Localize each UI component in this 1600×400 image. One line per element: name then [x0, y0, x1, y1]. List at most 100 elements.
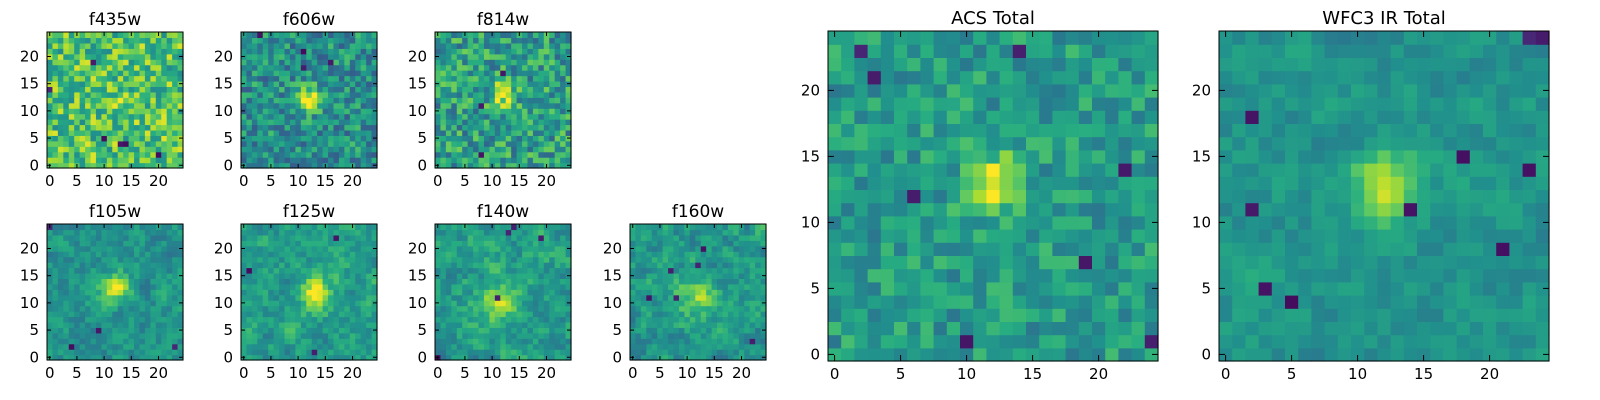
heatmap-cell	[63, 119, 70, 126]
heatmap-cell	[522, 135, 529, 142]
heatmap-cell	[505, 48, 512, 55]
heatmap-cell	[85, 42, 92, 49]
heatmap-cell	[257, 64, 264, 71]
heatmap-cell	[95, 289, 102, 296]
heatmap-cell	[106, 75, 113, 82]
heatmap-cell	[328, 48, 335, 55]
heatmap-cell	[47, 140, 54, 147]
heatmap-cell	[1012, 295, 1027, 309]
heatmap-cell	[483, 321, 490, 328]
heatmap-cell	[155, 124, 162, 131]
heatmap-cell	[880, 281, 895, 296]
heatmap-cell	[246, 146, 253, 153]
heatmap-cell	[532, 42, 539, 49]
heatmap-cell	[273, 124, 280, 131]
heatmap-cell	[538, 311, 545, 318]
heatmap-cell	[467, 338, 474, 345]
heatmap-cell	[52, 300, 59, 307]
panel-title: f125w	[283, 202, 335, 222]
heatmap-cell	[538, 32, 545, 39]
heatmap-cell	[700, 256, 707, 263]
heatmap-cell	[79, 224, 86, 231]
heatmap-cell	[150, 86, 157, 93]
heatmap-cell	[1118, 215, 1133, 230]
heatmap-cell	[500, 294, 507, 301]
heatmap-cell	[478, 321, 485, 328]
heatmap-cell	[511, 262, 518, 269]
heatmap-cell	[678, 278, 685, 285]
heatmap-cell	[516, 75, 523, 82]
heatmap-cell	[717, 311, 724, 318]
heatmap-cell	[700, 283, 707, 290]
heatmap-cell	[95, 332, 102, 339]
heatmap-cell	[300, 305, 307, 312]
heatmap-cell	[106, 289, 113, 296]
heatmap-cell	[241, 129, 248, 136]
heatmap-cell	[123, 146, 130, 153]
heatmap-cell	[689, 316, 696, 323]
heatmap-cell	[268, 64, 275, 71]
heatmap-cell	[366, 102, 373, 109]
heatmap-cell	[155, 294, 162, 301]
heatmap-cell	[445, 272, 452, 279]
heatmap-cell	[1026, 189, 1040, 204]
heatmap-cell	[123, 157, 130, 164]
heatmap-cell	[251, 86, 258, 93]
heatmap-cell	[689, 267, 696, 274]
heatmap-cell	[880, 255, 895, 270]
heatmap-cell	[500, 75, 507, 82]
heatmap-cell	[722, 251, 729, 258]
heatmap-cell	[360, 224, 367, 231]
heatmap-cell	[440, 224, 447, 231]
heatmap-cell	[543, 97, 550, 104]
heatmap-cell	[483, 140, 490, 147]
heatmap-cell	[532, 75, 539, 82]
heatmap-cell	[328, 316, 335, 323]
heatmap-cell	[123, 338, 130, 345]
heatmap-cell	[360, 229, 367, 236]
heatmap-cell	[500, 42, 507, 49]
heatmap-cell	[532, 240, 539, 247]
heatmap-cell	[1065, 295, 1080, 309]
heatmap-cell	[828, 268, 842, 283]
heatmap-cell	[717, 256, 724, 263]
heatmap-cell	[311, 140, 318, 147]
heatmap-cell	[328, 80, 335, 87]
heatmap-cell	[973, 268, 987, 283]
heatmap-cell	[268, 91, 275, 98]
heatmap-cell	[177, 37, 184, 44]
heatmap-cell	[273, 75, 280, 82]
heatmap-cell	[52, 32, 59, 39]
heatmap-cell	[90, 135, 97, 142]
heatmap-cell	[733, 321, 740, 328]
heatmap-cell	[85, 224, 92, 231]
heatmap-cell	[177, 48, 184, 55]
heatmap-cell	[483, 64, 490, 71]
heatmap-cell	[317, 256, 324, 263]
heatmap-cell	[112, 300, 119, 307]
y-tick-label: 5	[417, 321, 427, 339]
heatmap-cell	[554, 37, 561, 44]
heatmap-cell	[366, 229, 373, 236]
heatmap-cell	[527, 113, 534, 120]
heatmap-cell	[554, 129, 561, 136]
heatmap-cell	[1092, 281, 1106, 296]
heatmap-cell	[673, 234, 680, 241]
heatmap-cell	[284, 37, 291, 44]
heatmap-cell	[317, 135, 324, 142]
heatmap-cell	[538, 97, 545, 104]
heatmap-cell	[451, 157, 458, 164]
heatmap-cell	[483, 256, 490, 263]
heatmap-cell	[311, 162, 318, 169]
heatmap-cell	[478, 146, 485, 153]
heatmap-cell	[106, 305, 113, 312]
heatmap-cell	[117, 42, 124, 49]
heatmap-cell	[68, 245, 75, 252]
heatmap-cell	[279, 245, 286, 252]
heatmap-cell	[289, 108, 296, 115]
heatmap-cell	[500, 124, 507, 131]
heatmap-cell	[262, 157, 269, 164]
heatmap-cell	[63, 229, 70, 236]
heatmap-cell	[478, 245, 485, 252]
heatmap-cell	[128, 75, 135, 82]
